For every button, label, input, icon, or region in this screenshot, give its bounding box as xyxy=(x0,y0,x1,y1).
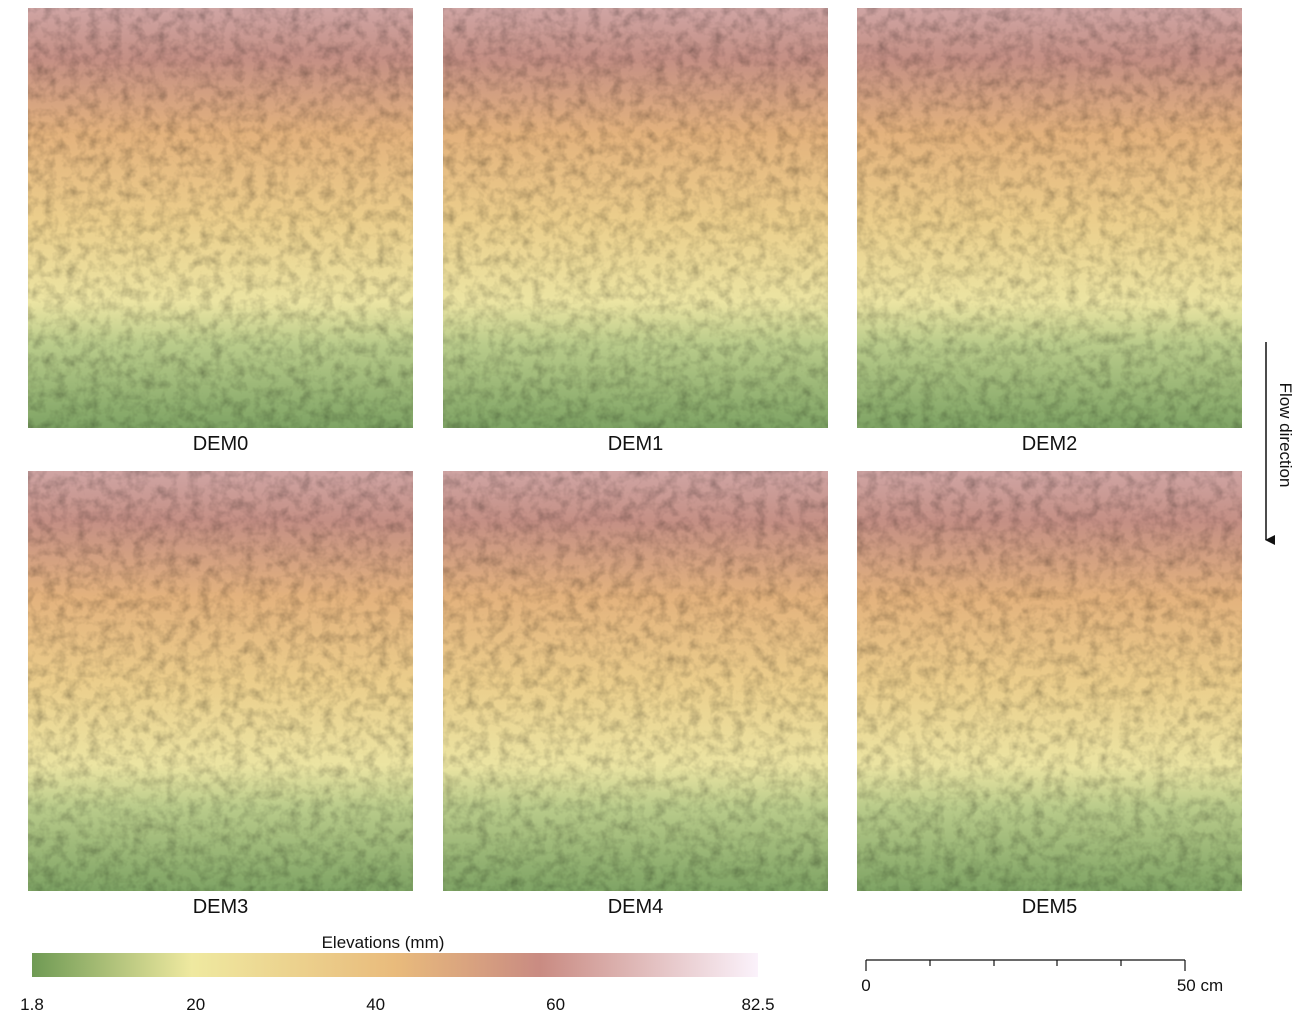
dem-image xyxy=(28,471,413,891)
colorbar-title: Elevations (mm) xyxy=(322,933,445,952)
panel-label: DEM0 xyxy=(193,433,249,455)
dem-image xyxy=(857,8,1242,428)
colorbar-tick-label: 82.5 xyxy=(741,995,774,1014)
panel-label: DEM4 xyxy=(608,896,664,918)
scale-label: 50 cm xyxy=(1177,976,1223,995)
colorbar-tick-label: 20 xyxy=(186,995,205,1014)
scale-bar: 0 50 cm xyxy=(861,960,1223,995)
scale-ticks xyxy=(866,960,1185,971)
figure: DEM0DEM1DEM2DEM3DEM4DEM5 Flow direction … xyxy=(0,0,1296,1016)
dem-image xyxy=(443,471,828,891)
dem-image xyxy=(857,471,1242,891)
colorbar-tick-label: 1.8 xyxy=(20,995,44,1014)
scale-label: 0 xyxy=(861,976,870,995)
flow-label: Flow direction xyxy=(1276,383,1295,488)
panel-label: DEM2 xyxy=(1022,433,1078,455)
dem-panels: DEM0 DEM1 DEM2 DEM3 DEM4 DEM5 xyxy=(28,8,1242,918)
colorbar-tick-label: 60 xyxy=(546,995,565,1014)
colorbar-tick-label: 40 xyxy=(366,995,385,1014)
panel-label: DEM3 xyxy=(193,896,249,918)
colorbar xyxy=(32,953,758,977)
dem-image xyxy=(443,8,828,428)
panel-label: DEM1 xyxy=(608,433,664,455)
dem-image xyxy=(28,8,413,428)
panel-label: DEM5 xyxy=(1022,896,1078,918)
colorbar-ticks: 1.8 20 40 60 82.5 xyxy=(20,995,774,1014)
